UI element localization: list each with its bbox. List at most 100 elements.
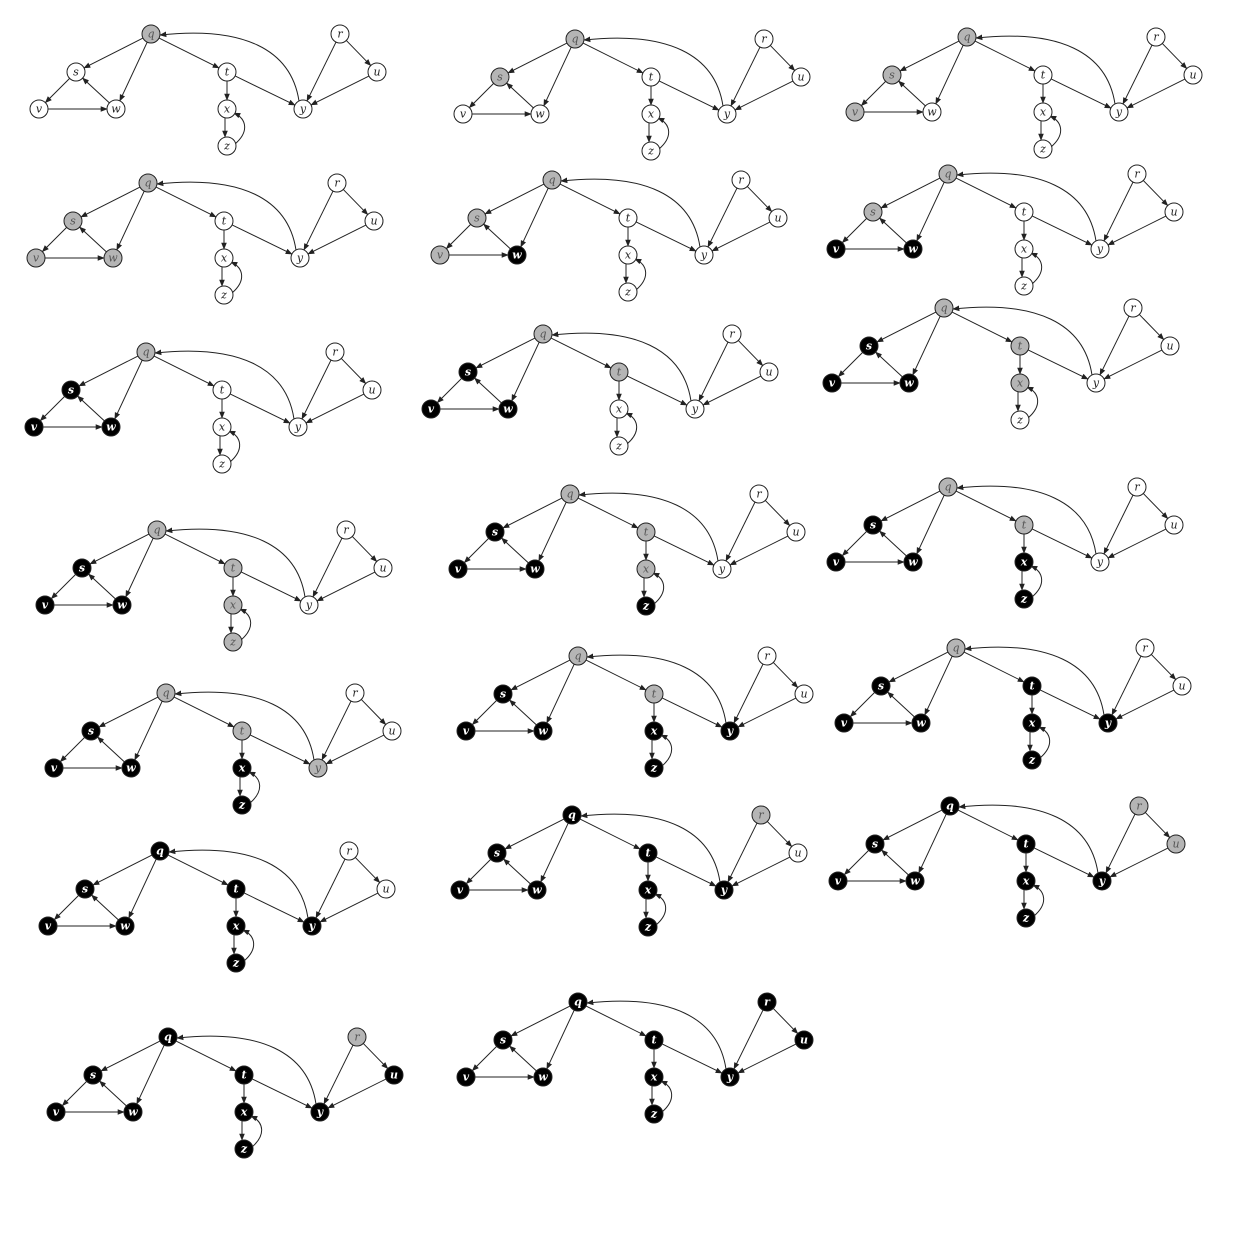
edge-z-x — [1026, 386, 1039, 419]
panel-15: q r s t u v w x y z — [834, 638, 1192, 770]
node-label-v: v — [31, 421, 38, 434]
node-t — [644, 684, 664, 704]
node-y — [290, 248, 310, 268]
node-label-y: y — [296, 252, 304, 265]
node-label-w: w — [503, 403, 513, 416]
node-w — [905, 871, 925, 891]
node-q — [138, 173, 158, 193]
node-label-v: v — [53, 1106, 60, 1119]
edge-q-s — [502, 497, 563, 529]
node-s — [871, 676, 891, 696]
node-w — [533, 721, 553, 741]
edge-r-u — [1138, 314, 1165, 341]
edge-u-y — [327, 1078, 387, 1109]
node-x — [212, 417, 232, 437]
edge-w-s — [898, 80, 926, 107]
node-label-w: w — [530, 563, 540, 576]
edge-z-x — [660, 1080, 673, 1113]
node-label-w: w — [538, 725, 548, 738]
panel-5: q r s t u v w x y z — [430, 170, 788, 302]
edge-s-v — [53, 895, 79, 921]
node-label-v: v — [51, 762, 58, 775]
edge-q-s — [484, 183, 545, 215]
node-s — [863, 202, 883, 222]
edge-t-y — [231, 224, 293, 255]
node-label-q: q — [952, 642, 959, 655]
node-label-w: w — [512, 249, 522, 262]
node-t — [1014, 202, 1034, 222]
node-label-u: u — [797, 71, 804, 84]
node-label-x: x — [240, 1106, 248, 1119]
node-label-v: v — [42, 599, 49, 612]
edge-q-s — [899, 40, 960, 72]
edge-q-s — [89, 533, 150, 565]
node-q — [158, 1027, 178, 1047]
node-label-u: u — [373, 66, 380, 79]
node-label-z: z — [220, 289, 227, 302]
node-label-u: u — [388, 725, 395, 738]
node-s — [493, 1030, 513, 1050]
node-label-s: s — [70, 215, 76, 228]
edge-t-y — [661, 697, 723, 728]
edge-u-y — [319, 892, 379, 923]
node-label-q: q — [153, 524, 160, 537]
node-t — [223, 558, 243, 578]
edge-y-q — [580, 812, 721, 883]
node-z — [1010, 410, 1030, 430]
node-label-q: q — [940, 302, 947, 315]
edge-s-v — [61, 1081, 87, 1107]
edge-r-u — [1142, 493, 1169, 520]
node-u — [1160, 336, 1180, 356]
node-label-y: y — [305, 599, 313, 612]
edge-y-q — [154, 349, 295, 420]
node-label-r: r — [738, 174, 744, 187]
node-label-r: r — [346, 845, 352, 858]
node-z — [644, 1104, 664, 1124]
panel-10: q r s t u v w x y z — [35, 520, 393, 652]
edge-y-q — [586, 653, 727, 724]
node-label-w: w — [535, 108, 545, 121]
node-w — [527, 880, 547, 900]
node-t — [214, 211, 234, 231]
panel-18: q r s t u v w x y z — [828, 796, 1186, 928]
node-u — [1172, 676, 1192, 696]
node-u — [788, 843, 808, 863]
node-label-v: v — [455, 563, 462, 576]
node-label-q: q — [571, 33, 578, 46]
node-z — [212, 454, 232, 474]
node-label-w: w — [532, 884, 542, 897]
node-label-u: u — [379, 562, 386, 575]
node-x — [234, 1102, 254, 1122]
node-w — [903, 552, 923, 572]
node-label-s: s — [88, 725, 94, 738]
node-label-y: y — [700, 249, 708, 262]
node-z — [217, 136, 237, 156]
node-label-v: v — [437, 249, 444, 262]
node-q — [957, 27, 977, 47]
edge-y-q — [578, 491, 719, 562]
node-u — [382, 721, 402, 741]
node-v — [430, 245, 450, 265]
node-label-y: y — [1092, 377, 1100, 390]
edge-y-q — [156, 180, 297, 251]
node-label-x: x — [221, 252, 228, 265]
node-label-r: r — [343, 524, 349, 537]
node-label-t: t — [1022, 519, 1027, 532]
edge-r-u — [1144, 812, 1171, 839]
panel-4: q r s t u v w x y z — [26, 173, 384, 305]
edge-r-u — [737, 340, 764, 367]
node-label-x: x — [650, 1071, 658, 1084]
node-v — [26, 248, 46, 268]
node-label-z: z — [240, 1143, 248, 1156]
edge-t-y — [251, 1078, 313, 1109]
node-r — [1135, 638, 1155, 658]
node-label-v: v — [852, 106, 859, 119]
node-s — [485, 522, 505, 542]
edge-t-y — [243, 892, 305, 923]
edge-s-v — [44, 78, 70, 104]
node-w — [911, 713, 931, 733]
node-r — [757, 646, 777, 666]
edge-q-s — [80, 186, 141, 218]
node-label-u: u — [765, 366, 772, 379]
panel-1: q r s t u v w x y z — [29, 24, 387, 156]
